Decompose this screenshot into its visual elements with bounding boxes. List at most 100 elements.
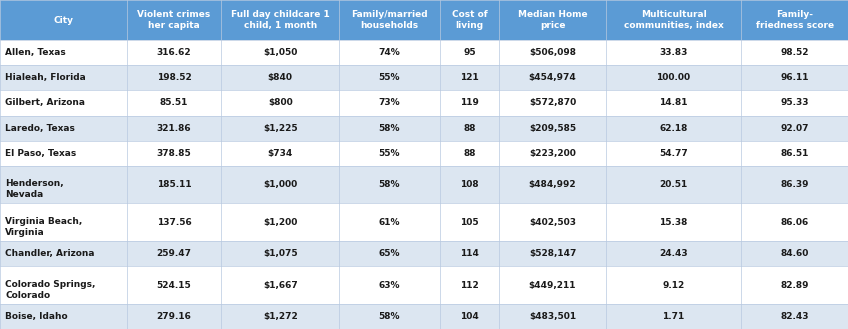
Bar [0, 90, 126, 115]
Text: 105: 105 [460, 218, 479, 227]
Text: 259.47: 259.47 [157, 249, 192, 258]
Text: $483,501: $483,501 [529, 312, 576, 321]
Bar [440, 304, 499, 329]
Bar [499, 115, 605, 140]
Bar [741, 0, 848, 40]
Bar [221, 304, 339, 329]
Text: City: City [53, 15, 74, 25]
Bar [221, 115, 339, 140]
Text: $209,585: $209,585 [529, 124, 576, 133]
Bar [339, 140, 440, 166]
Bar [499, 0, 605, 40]
Text: 14.81: 14.81 [660, 98, 688, 108]
Bar [440, 65, 499, 90]
Bar [221, 140, 339, 166]
Bar [339, 241, 440, 266]
Bar [440, 266, 499, 304]
Text: $840: $840 [268, 73, 293, 82]
Bar [499, 166, 605, 203]
Text: Family-
friedness score: Family- friedness score [756, 11, 834, 30]
Text: 65%: 65% [379, 249, 400, 258]
Bar [339, 115, 440, 140]
Bar [0, 266, 126, 304]
Bar [221, 203, 339, 241]
Text: $484,992: $484,992 [528, 180, 577, 189]
Text: 58%: 58% [379, 180, 400, 189]
Text: $1,000: $1,000 [263, 180, 298, 189]
Text: 198.52: 198.52 [157, 73, 192, 82]
Text: $1,667: $1,667 [263, 281, 298, 290]
Text: 74%: 74% [378, 48, 400, 57]
Bar [440, 0, 499, 40]
Text: 524.15: 524.15 [157, 281, 192, 290]
Bar [221, 40, 339, 65]
Text: $800: $800 [268, 98, 293, 108]
Text: 279.16: 279.16 [157, 312, 192, 321]
Text: 84.60: 84.60 [780, 249, 809, 258]
Bar [605, 40, 741, 65]
Text: 62.18: 62.18 [660, 124, 688, 133]
Text: 55%: 55% [379, 73, 400, 82]
Bar [126, 90, 221, 115]
Text: 55%: 55% [379, 149, 400, 158]
Bar [605, 203, 741, 241]
Bar [126, 115, 221, 140]
Bar [126, 140, 221, 166]
Bar [0, 40, 126, 65]
Text: 20.51: 20.51 [660, 180, 688, 189]
Text: $506,098: $506,098 [529, 48, 576, 57]
Bar [741, 65, 848, 90]
Bar [0, 65, 126, 90]
Bar [440, 241, 499, 266]
Text: Family/married
households: Family/married households [351, 11, 427, 30]
Bar [126, 0, 221, 40]
Text: 137.56: 137.56 [157, 218, 192, 227]
Text: $572,870: $572,870 [529, 98, 576, 108]
Bar [221, 90, 339, 115]
Text: Henderson,
Nevada: Henderson, Nevada [5, 179, 64, 199]
Bar [605, 115, 741, 140]
Bar [0, 115, 126, 140]
Bar [339, 304, 440, 329]
Text: $1,200: $1,200 [263, 218, 298, 227]
Bar [339, 166, 440, 203]
Text: $454,974: $454,974 [528, 73, 577, 82]
Bar [339, 40, 440, 65]
Bar [440, 203, 499, 241]
Bar [126, 304, 221, 329]
Text: 24.43: 24.43 [659, 249, 688, 258]
Text: 112: 112 [460, 281, 479, 290]
Bar [0, 241, 126, 266]
Text: Median Home
price: Median Home price [517, 11, 588, 30]
Text: 98.52: 98.52 [780, 48, 809, 57]
Text: El Paso, Texas: El Paso, Texas [5, 149, 76, 158]
Text: $734: $734 [268, 149, 293, 158]
Text: 58%: 58% [379, 312, 400, 321]
Bar [440, 90, 499, 115]
Text: 88: 88 [463, 149, 476, 158]
Text: Virginia Beach,
Virginia: Virginia Beach, Virginia [5, 217, 82, 237]
Bar [741, 266, 848, 304]
Bar [741, 241, 848, 266]
Bar [499, 90, 605, 115]
Bar [741, 304, 848, 329]
Bar [499, 65, 605, 90]
Bar [499, 266, 605, 304]
Bar [741, 140, 848, 166]
Text: 378.85: 378.85 [157, 149, 192, 158]
Bar [499, 40, 605, 65]
Text: 9.12: 9.12 [662, 281, 684, 290]
Bar [440, 166, 499, 203]
Text: 100.00: 100.00 [656, 73, 690, 82]
Bar [221, 266, 339, 304]
Text: $449,211: $449,211 [529, 281, 577, 290]
Bar [221, 166, 339, 203]
Bar [499, 304, 605, 329]
Bar [605, 65, 741, 90]
Text: 86.39: 86.39 [780, 180, 809, 189]
Text: 316.62: 316.62 [157, 48, 192, 57]
Bar [605, 266, 741, 304]
Text: 58%: 58% [379, 124, 400, 133]
Bar [126, 166, 221, 203]
Bar [221, 65, 339, 90]
